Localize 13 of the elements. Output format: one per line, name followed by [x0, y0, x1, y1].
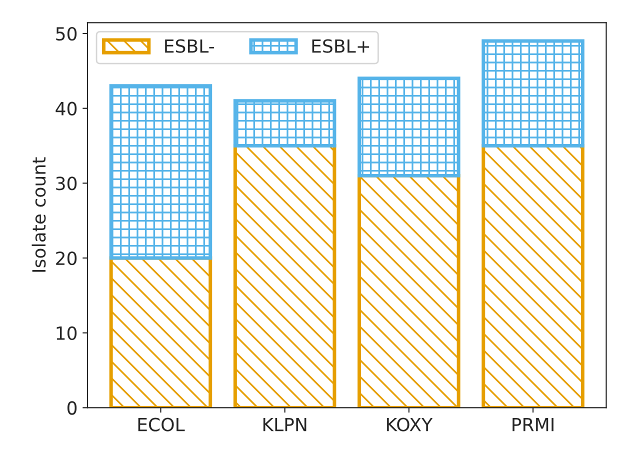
x-tick-label: KOXY — [387, 418, 433, 432]
y-tick-label: 30 — [56, 176, 77, 190]
y-tick-label: 10 — [56, 326, 77, 340]
x-tick-label: KLPN — [263, 418, 306, 432]
legend-label: ESBL- — [165, 39, 214, 53]
legend-label: ESBL+ — [312, 39, 370, 53]
y-tick-label: 50 — [56, 26, 77, 41]
y-tick-label: 40 — [56, 102, 77, 116]
x-tick-label: PRMI — [512, 418, 554, 432]
y-tick-label: 0 — [67, 401, 77, 415]
y-tick-label: 20 — [56, 251, 77, 266]
y-axis-title: Isolate count — [32, 157, 46, 272]
x-tick-label: ECOL — [138, 418, 185, 432]
